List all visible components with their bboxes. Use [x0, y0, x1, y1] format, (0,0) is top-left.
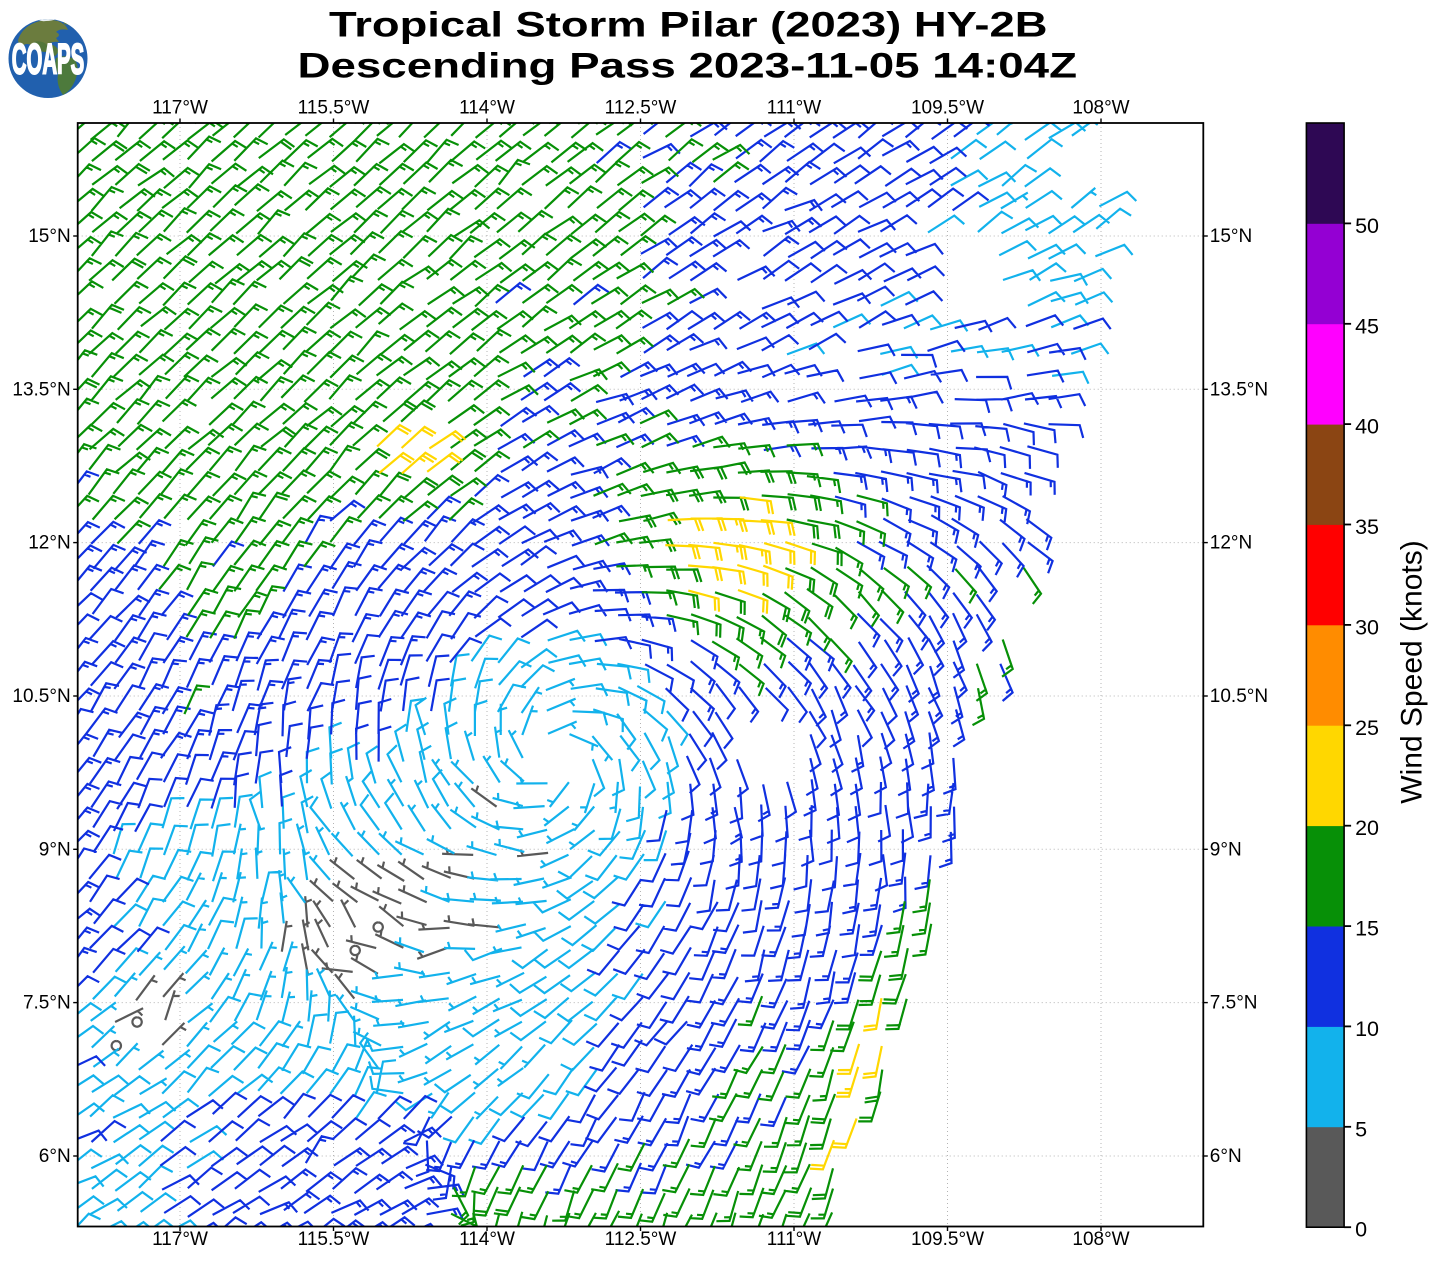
svg-text:112.5°W: 112.5°W [605, 1229, 677, 1250]
svg-text:114°W: 114°W [459, 1229, 515, 1250]
svg-text:9°N: 9°N [39, 839, 71, 860]
svg-text:108°W: 108°W [1072, 98, 1129, 119]
svg-text:12°N: 12°N [28, 533, 70, 554]
svg-text:6°N: 6°N [39, 1146, 71, 1167]
svg-text:117°W: 117°W [152, 1229, 208, 1250]
svg-text:10.5°N: 10.5°N [1210, 686, 1268, 707]
svg-text:111°W: 111°W [767, 98, 821, 119]
svg-text:117°W: 117°W [152, 98, 208, 119]
svg-text:5: 5 [1355, 1117, 1367, 1141]
svg-text:115.5°W: 115.5°W [298, 98, 370, 119]
svg-text:20: 20 [1355, 816, 1379, 840]
svg-text:9°N: 9°N [1210, 839, 1242, 860]
svg-text:45: 45 [1355, 314, 1379, 338]
svg-text:111°W: 111°W [767, 1229, 821, 1250]
svg-text:COAPS: COAPS [12, 36, 85, 83]
svg-text:10.5°N: 10.5°N [12, 686, 70, 707]
svg-text:Wind Speed (knots): Wind Speed (knots) [1396, 540, 1429, 803]
svg-text:10: 10 [1355, 1017, 1379, 1041]
svg-text:108°W: 108°W [1072, 1229, 1129, 1250]
svg-text:109.5°W: 109.5°W [911, 98, 984, 119]
svg-text:15°N: 15°N [1210, 226, 1252, 247]
svg-text:12°N: 12°N [1210, 533, 1252, 554]
svg-text:109.5°W: 109.5°W [911, 1229, 984, 1250]
svg-text:50: 50 [1355, 214, 1379, 238]
svg-text:7.5°N: 7.5°N [23, 993, 71, 1014]
svg-text:15: 15 [1355, 917, 1379, 941]
svg-text:Descending Pass 2023-11-05 14:: Descending Pass 2023-11-05 14:04Z [298, 47, 1078, 86]
svg-text:13.5°N: 13.5°N [1210, 379, 1268, 400]
svg-text:13.5°N: 13.5°N [12, 379, 70, 400]
svg-text:115.5°W: 115.5°W [298, 1229, 370, 1250]
svg-text:7.5°N: 7.5°N [1210, 993, 1258, 1014]
svg-text:0: 0 [1355, 1218, 1367, 1242]
svg-text:40: 40 [1355, 415, 1379, 439]
svg-text:30: 30 [1355, 615, 1379, 639]
svg-text:25: 25 [1355, 716, 1379, 740]
svg-text:114°W: 114°W [459, 98, 515, 119]
svg-text:15°N: 15°N [28, 226, 70, 247]
svg-text:6°N: 6°N [1210, 1146, 1242, 1167]
svg-text:112.5°W: 112.5°W [605, 98, 677, 119]
svg-text:35: 35 [1355, 515, 1379, 539]
svg-text:Tropical Storm Pilar (2023) HY: Tropical Storm Pilar (2023) HY-2B [329, 6, 1048, 45]
